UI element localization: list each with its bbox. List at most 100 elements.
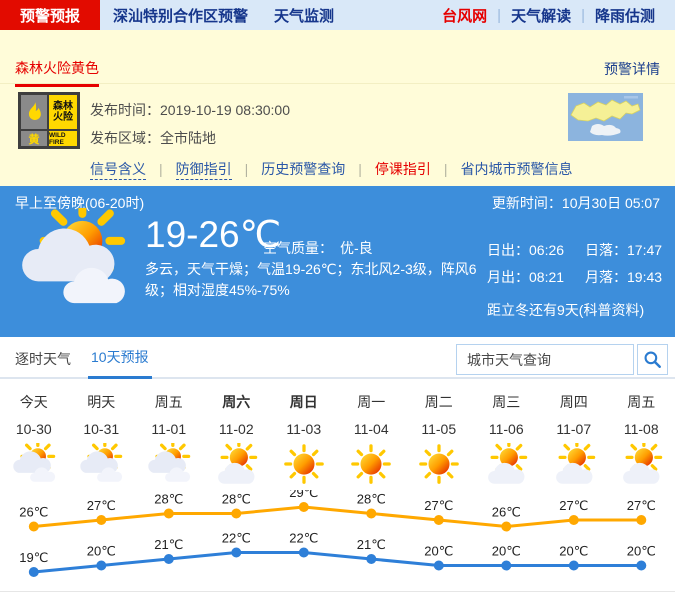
forecast-date-5: 11-04 — [353, 421, 389, 437]
alert-link-1[interactable]: 防御指引 — [175, 161, 232, 180]
sun-cloud-icon — [540, 438, 608, 490]
alert-section: 森林火险黄色 预警详情 森林 火险 黄 WILD FIRE 发布时间：2019-… — [0, 30, 675, 186]
publish-time-value: 2019-10-19 08:30:00 — [160, 102, 290, 118]
nav-tab-0[interactable]: 预警预报 — [0, 0, 101, 30]
alert-link-3[interactable]: 停课指引 — [374, 161, 431, 177]
nav-tab-2[interactable]: 天气监测 — [274, 7, 335, 25]
sunrise: 日出：06:26 — [487, 242, 565, 258]
forecast-date-9: 11-08 — [623, 421, 659, 437]
moonrise: 月出：08:21 — [487, 269, 565, 285]
forecast-day-name-2: 周五 — [154, 394, 183, 410]
forecast-icons — [0, 438, 675, 490]
nav-separator: | — [497, 6, 502, 24]
svg-text:27℃: 27℃ — [87, 498, 116, 513]
ten-day-forecast: 今天 明天 周五 周六 周日 周一 周二 周三 周四 周五 10-30 10-31 11-01 11-0… — [0, 392, 675, 595]
sun-cloud-icon — [473, 438, 541, 490]
forecast-date-8: 11-07 — [556, 421, 592, 437]
nav-separator: | — [581, 6, 585, 24]
region-map-thumbnail[interactable] — [568, 93, 643, 141]
svg-text:28℃: 28℃ — [222, 492, 251, 507]
update-time-label: 更新时间： — [491, 195, 562, 211]
svg-text:22℃: 22℃ — [222, 531, 251, 546]
publish-area-label: 发布区域： — [90, 130, 160, 146]
svg-text:20℃: 20℃ — [492, 544, 521, 559]
svg-text:22℃: 22℃ — [289, 531, 318, 546]
city-search — [456, 344, 668, 375]
wildfire-warning-icon: 森林 火险 黄 WILD FIRE — [18, 92, 80, 149]
sunny-icon — [270, 443, 338, 490]
alert-link-2[interactable]: 历史预警查询 — [261, 161, 346, 177]
sun-moon-times: 日出：06:26 日落：17:47 月出：08:21 月落：19:43 — [487, 240, 662, 287]
warning-level: 黄 — [21, 131, 47, 146]
current-weather-section: 早上至傍晚(06-20时) 更新时间：10月30日 05:07 19-26℃ 空… — [0, 186, 675, 337]
alert-link-separator: | — [443, 161, 448, 177]
svg-text:26℃: 26℃ — [19, 505, 48, 520]
nav-tab-1[interactable]: 深汕特别合作区预警 — [113, 7, 249, 25]
alert-links: 信号含义 | 防御指引 | 历史预警查询 | 停课指引 | 省内城市预警信息 — [90, 159, 573, 180]
svg-text:28℃: 28℃ — [357, 492, 386, 507]
alert-link-0[interactable]: 信号含义 — [90, 161, 146, 180]
forecast-date-2: 11-01 — [151, 421, 187, 437]
publish-area-value: 全市陆地 — [160, 130, 216, 146]
publish-time-label: 发布时间： — [90, 102, 160, 118]
tab-hourly-weather[interactable]: 逐时天气 — [15, 351, 71, 367]
warning-name-en: WILD FIRE — [49, 131, 77, 146]
air-quality-value: 优-良 — [340, 240, 373, 256]
solar-term-note: 距立冬还有9天(科普资料) — [487, 302, 645, 318]
svg-text:28℃: 28℃ — [154, 492, 183, 507]
air-quality: 空气质量： 优-良 — [263, 238, 373, 258]
forecast-day-name-8: 周四 — [559, 394, 588, 410]
forecast-tabs-row: 逐时天气 10天预报 — [0, 337, 675, 379]
alert-link-separator: | — [159, 161, 163, 177]
sunny-icon — [405, 443, 473, 490]
forecast-date-7: 11-06 — [488, 421, 524, 437]
svg-text:27℃: 27℃ — [424, 498, 453, 513]
forecast-date-3: 11-02 — [218, 421, 254, 437]
forecast-day-name-0: 今天 — [19, 394, 48, 410]
warning-name-line2: 火险 — [53, 112, 73, 123]
forecast-period: 早上至傍晚(06-20时) — [15, 195, 145, 211]
forecast-day-names: 今天 明天 周五 周六 周日 周一 周二 周三 周四 周五 — [0, 392, 675, 412]
cloudy-sun-icon — [135, 438, 203, 490]
sun-cloud-icon — [608, 438, 675, 490]
temperature-line-chart: 26℃ 27℃ 28℃ 28℃ 29℃ 28℃ 27℃ 26℃ 27℃ 27℃ 19℃ 20℃ 21℃ 2… — [19, 490, 656, 577]
alert-link-separator: | — [244, 161, 249, 177]
page-bottom-divider — [0, 591, 675, 592]
svg-text:19℃: 19℃ — [19, 550, 48, 565]
svg-text:29℃: 29℃ — [289, 490, 318, 500]
nav-link-0[interactable]: 台风网 — [442, 7, 488, 25]
sunset: 日落：17:47 — [585, 242, 663, 258]
warning-icon-name: 森林 火险 — [49, 95, 77, 129]
cloudy-sun-icon — [68, 438, 136, 490]
update-time-value: 10月30日 05:07 — [561, 195, 660, 211]
update-time: 更新时间：10月30日 05:07 — [492, 193, 660, 213]
forecast-dates: 10-30 10-31 11-01 11-02 11-03 11-04 11-05 11-06… — [0, 421, 675, 437]
city-search-input[interactable] — [456, 344, 634, 375]
weather-description: 多云，天气干燥；气温19-26℃；东北风2-3级，阵风6级；相对湿度45%-75… — [145, 261, 477, 298]
nav-link-2[interactable]: 降雨估测 — [594, 7, 655, 25]
forecast-date-4: 11-03 — [286, 421, 322, 437]
alert-divider — [0, 83, 675, 84]
forecast-date-6: 11-05 — [421, 421, 457, 437]
flame-icon — [21, 95, 47, 129]
nav-link-1[interactable]: 天气解读 — [511, 7, 572, 25]
temperature-range: 19-26℃ — [145, 214, 282, 255]
warning-name-line1: 森林 — [53, 101, 73, 112]
search-button[interactable] — [637, 344, 668, 375]
alert-link-4[interactable]: 省内城市预警信息 — [460, 161, 573, 177]
forecast-day-name-7: 周三 — [492, 394, 521, 410]
sun-cloud-icon — [203, 438, 271, 490]
alert-detail-link[interactable]: 预警详情 — [604, 61, 660, 77]
tab-ten-day-forecast[interactable]: 10天预报 — [88, 337, 152, 379]
svg-text:21℃: 21℃ — [154, 537, 183, 552]
forecast-date-0: 10-30 — [15, 421, 52, 437]
svg-text:27℃: 27℃ — [559, 498, 588, 513]
svg-text:27℃: 27℃ — [627, 498, 656, 513]
partly-cloudy-icon — [8, 198, 138, 319]
publish-area-row: 发布区域：全市陆地 — [90, 124, 290, 152]
forecast-day-name-9: 周五 — [627, 394, 656, 410]
svg-text:20℃: 20℃ — [87, 544, 116, 559]
alert-title: 森林火险黄色 — [15, 58, 99, 87]
forecast-day-name-1: 明天 — [87, 394, 116, 410]
